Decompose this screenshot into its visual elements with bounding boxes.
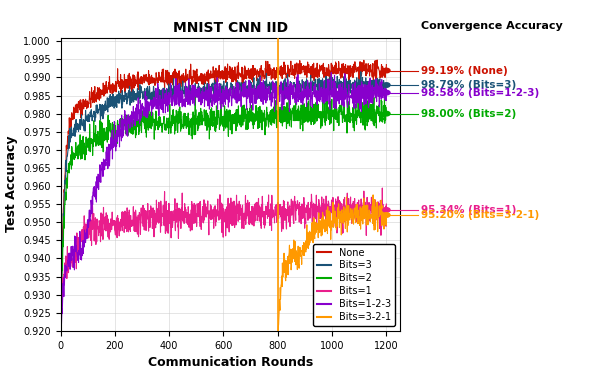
Bits=1 <box>101 221 108 226</box>
Text: 98.00% (Bits=2): 98.00% (Bits=2) <box>421 109 516 119</box>
Text: 99.19% (None): 99.19% (None) <box>421 65 508 76</box>
Bits=3 <box>198 87 205 91</box>
Legend: None, Bits=3, Bits=2, Bits=1, Bits=1-2-3, Bits=3-2-1: None, Bits=3, Bits=2, Bits=1, Bits=1-2-3… <box>313 244 395 326</box>
Bits=3 <box>357 70 364 74</box>
Bits=1 <box>379 186 386 190</box>
Line: None: None <box>61 60 387 314</box>
Line: Bits=3-2-1: Bits=3-2-1 <box>278 195 387 335</box>
Bits=1-2-3 <box>383 98 390 103</box>
Text: 95.34% (Bits=1): 95.34% (Bits=1) <box>421 205 516 215</box>
Bits=3 <box>112 94 119 99</box>
Line: Bits=2: Bits=2 <box>61 95 387 332</box>
Text: 95.20% (Bits=3-2-1): 95.20% (Bits=3-2-1) <box>421 210 539 220</box>
Bits=3 <box>235 89 242 94</box>
Bits=3 <box>167 92 174 97</box>
Bits=1 <box>383 202 390 206</box>
Y-axis label: Test Accuracy: Test Accuracy <box>5 136 18 232</box>
Line: Bits=1-2-3: Bits=1-2-3 <box>61 73 387 326</box>
None <box>101 86 108 90</box>
Bits=2 <box>57 330 64 334</box>
Bits=1-2-3 <box>235 96 242 100</box>
Text: Convergence Accuracy: Convergence Accuracy <box>421 21 563 31</box>
None <box>198 82 205 86</box>
Bits=2 <box>199 113 206 118</box>
Bits=1-2-3 <box>199 101 206 105</box>
None <box>57 312 64 317</box>
Bits=2 <box>228 120 236 124</box>
Bits=3 <box>57 314 64 318</box>
Line: Bits=3: Bits=3 <box>61 72 387 316</box>
Bits=1 <box>57 328 64 332</box>
Bits=2 <box>383 113 390 117</box>
None <box>228 79 236 84</box>
Bits=1-2-3 <box>57 322 64 326</box>
Bits=1 <box>228 223 236 227</box>
Bits=1-2-3 <box>101 164 108 168</box>
None <box>167 78 174 82</box>
Bits=1-2-3 <box>167 91 175 96</box>
Title: MNIST CNN IID: MNIST CNN IID <box>173 21 288 35</box>
Bits=2 <box>112 132 119 136</box>
Bits=1 <box>198 217 205 221</box>
Bits=3 <box>383 82 390 87</box>
Text: 98.58% (Bits=1-2-3): 98.58% (Bits=1-2-3) <box>421 88 539 98</box>
Text: 98.79% (Bits=3): 98.79% (Bits=3) <box>421 80 516 90</box>
Bits=1 <box>167 225 174 229</box>
Bits=1-2-3 <box>328 70 335 75</box>
Bits=1-2-3 <box>58 323 65 328</box>
Bits=2 <box>191 93 199 97</box>
X-axis label: Communication Rounds: Communication Rounds <box>148 356 313 369</box>
None <box>383 62 390 67</box>
Bits=3-2-1 <box>383 223 390 227</box>
Bits=2 <box>167 120 174 124</box>
Bits=2 <box>235 118 242 123</box>
Line: Bits=1: Bits=1 <box>61 188 387 330</box>
Bits=3 <box>228 83 236 88</box>
Bits=1 <box>112 230 119 234</box>
Bits=1-2-3 <box>112 139 119 143</box>
None <box>235 71 242 76</box>
Bits=3 <box>101 104 108 108</box>
None <box>373 58 381 62</box>
None <box>112 79 119 83</box>
Bits=1-2-3 <box>228 96 236 100</box>
Bits=1 <box>235 202 242 207</box>
Bits=2 <box>101 126 108 130</box>
